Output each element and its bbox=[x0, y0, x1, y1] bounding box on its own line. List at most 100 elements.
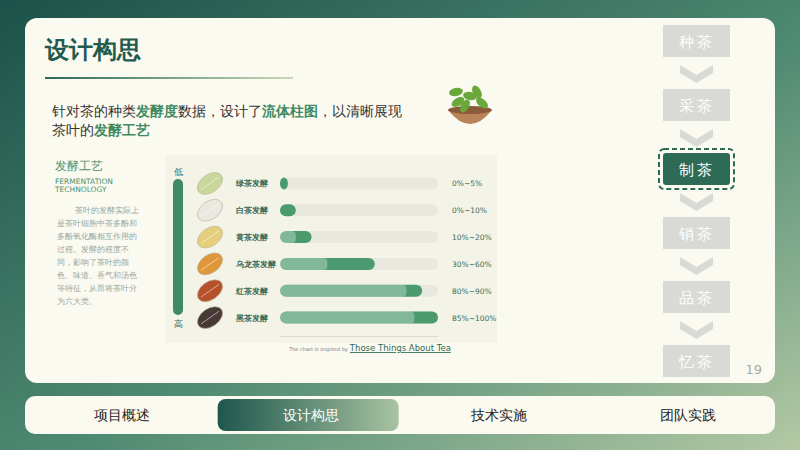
intro-line: 茶叶的发酵工艺 bbox=[52, 122, 150, 138]
leaf-vein bbox=[201, 177, 219, 190]
bar-low-segment bbox=[280, 177, 281, 189]
tea-leaf-icon bbox=[193, 249, 226, 280]
bar bbox=[280, 285, 422, 297]
intro-segment: ，以清晰展现 bbox=[318, 103, 402, 119]
bar bbox=[280, 204, 296, 216]
step-arrow bbox=[680, 257, 713, 275]
step-box bbox=[663, 281, 730, 313]
tea-leaf-icon bbox=[193, 168, 226, 199]
body-text: 是茶叶细胞中茶多酚和 bbox=[57, 219, 137, 228]
step-box bbox=[663, 217, 730, 249]
bar bbox=[280, 231, 312, 243]
leaf-body bbox=[193, 222, 226, 253]
intro-segment: 茶叶的 bbox=[52, 122, 94, 138]
step-label: 采茶 bbox=[679, 97, 715, 115]
nav-bar bbox=[25, 396, 775, 434]
bar-low-segment bbox=[280, 231, 296, 243]
degree-gauge bbox=[173, 179, 183, 315]
x-axis bbox=[281, 336, 439, 337]
step-label: 忆茶 bbox=[678, 353, 715, 371]
bar-track bbox=[280, 231, 438, 243]
plot-area bbox=[280, 177, 438, 323]
nav-item[interactable]: 技术实施 bbox=[470, 407, 527, 423]
body-text: 为六大类。 bbox=[57, 297, 97, 306]
intro-segment: 流体柱图 bbox=[261, 103, 318, 119]
body-text: 多酚氧化酶相互作用的 bbox=[57, 232, 137, 241]
credit-prefix: The chart is inspired by bbox=[288, 346, 348, 353]
step-arrow bbox=[680, 129, 713, 147]
leaf-vein bbox=[201, 311, 219, 324]
x-axis-line bbox=[281, 336, 439, 337]
body-text: 色、味道、香气和汤色 bbox=[57, 271, 137, 280]
section-title: 发酵工艺 bbox=[55, 159, 103, 173]
category-label: 绿茶发酵 bbox=[235, 179, 268, 188]
page-number: 19 bbox=[745, 362, 762, 377]
step-arrow bbox=[680, 321, 713, 339]
leaf-vein bbox=[201, 284, 219, 297]
nav-item[interactable]: 设计构思 bbox=[283, 407, 339, 423]
data-label: 85%~100% bbox=[452, 314, 496, 323]
bar-track bbox=[280, 177, 438, 189]
bar-low-segment bbox=[280, 204, 281, 216]
chart-credit: The chart is inspired byThose Things Abo… bbox=[288, 343, 451, 353]
step-label: 种茶 bbox=[679, 33, 715, 51]
category-label: 黄茶发酵 bbox=[235, 233, 268, 242]
step-box bbox=[663, 25, 730, 57]
category-label: 白茶发酵 bbox=[236, 206, 268, 215]
body-text: 等特征，从而将茶叶分 bbox=[57, 284, 137, 293]
leaf-vein bbox=[201, 231, 219, 244]
leaf bbox=[458, 98, 472, 114]
main-panel bbox=[25, 18, 775, 383]
data-label: 0%~10% bbox=[452, 206, 487, 215]
slide: 设计构思针对茶的种类发酵度数据，设计了流体柱图，以清晰展现茶叶的发酵工艺发酵工艺… bbox=[0, 0, 800, 450]
tea-leaf-icon bbox=[193, 195, 226, 226]
body-text: 同，影响了茶叶的颜 bbox=[57, 258, 129, 267]
step-label: 制茶 bbox=[679, 161, 715, 179]
bar-track bbox=[280, 204, 438, 216]
slide-title: 设计构思 bbox=[44, 36, 141, 64]
nav-active-pill bbox=[218, 399, 399, 431]
bar-track bbox=[280, 312, 438, 324]
intro-segment: 发酵度 bbox=[135, 103, 178, 119]
step-arrow bbox=[680, 65, 713, 83]
tea-bowl-icon bbox=[448, 84, 492, 124]
bar-track bbox=[280, 285, 438, 297]
data-label: 0%~5% bbox=[452, 179, 482, 188]
nav-item[interactable]: 团队实践 bbox=[660, 407, 716, 423]
active-step-outline bbox=[659, 149, 734, 189]
step-box bbox=[663, 89, 730, 121]
category-label: 红茶发酵 bbox=[235, 287, 268, 296]
nav-item[interactable]: 项目概述 bbox=[94, 407, 150, 423]
bar-low-segment bbox=[280, 258, 327, 270]
bar-low-segment bbox=[280, 285, 406, 297]
leaf bbox=[470, 84, 484, 100]
leaf-body bbox=[193, 275, 226, 306]
data-label: 80%~90% bbox=[452, 287, 492, 296]
body-text: 茶叶的发酵实际上 bbox=[75, 206, 139, 215]
intro-segment: 数据，设计了 bbox=[178, 103, 262, 119]
axis-low-label: 低 bbox=[174, 167, 183, 177]
bar-low-segment bbox=[280, 312, 414, 324]
step-box bbox=[663, 153, 730, 185]
body-text: 过程。发酵的程度不 bbox=[57, 245, 129, 254]
category-label: 黑茶发酵 bbox=[235, 314, 268, 323]
tea-leaf-icon bbox=[193, 302, 226, 333]
leaf-vein bbox=[201, 204, 219, 217]
intro-segment: 针对茶的种类 bbox=[51, 103, 136, 119]
credit-source: Those Things About Tea bbox=[349, 343, 451, 353]
tea-leaf-icon bbox=[193, 275, 226, 306]
step-box bbox=[663, 345, 730, 377]
leaf-vein bbox=[201, 258, 219, 271]
background bbox=[0, 0, 800, 450]
bar bbox=[280, 312, 438, 324]
step-label: 销茶 bbox=[678, 225, 715, 243]
step-label: 品茶 bbox=[679, 289, 715, 307]
leaf bbox=[474, 95, 490, 110]
title-underline bbox=[45, 77, 293, 79]
bar bbox=[280, 258, 375, 270]
chart-panel bbox=[165, 155, 497, 343]
data-label: 30%~60% bbox=[452, 260, 492, 269]
step-arrow bbox=[680, 193, 713, 211]
bar-track bbox=[280, 258, 438, 270]
leaf-body bbox=[193, 168, 226, 199]
